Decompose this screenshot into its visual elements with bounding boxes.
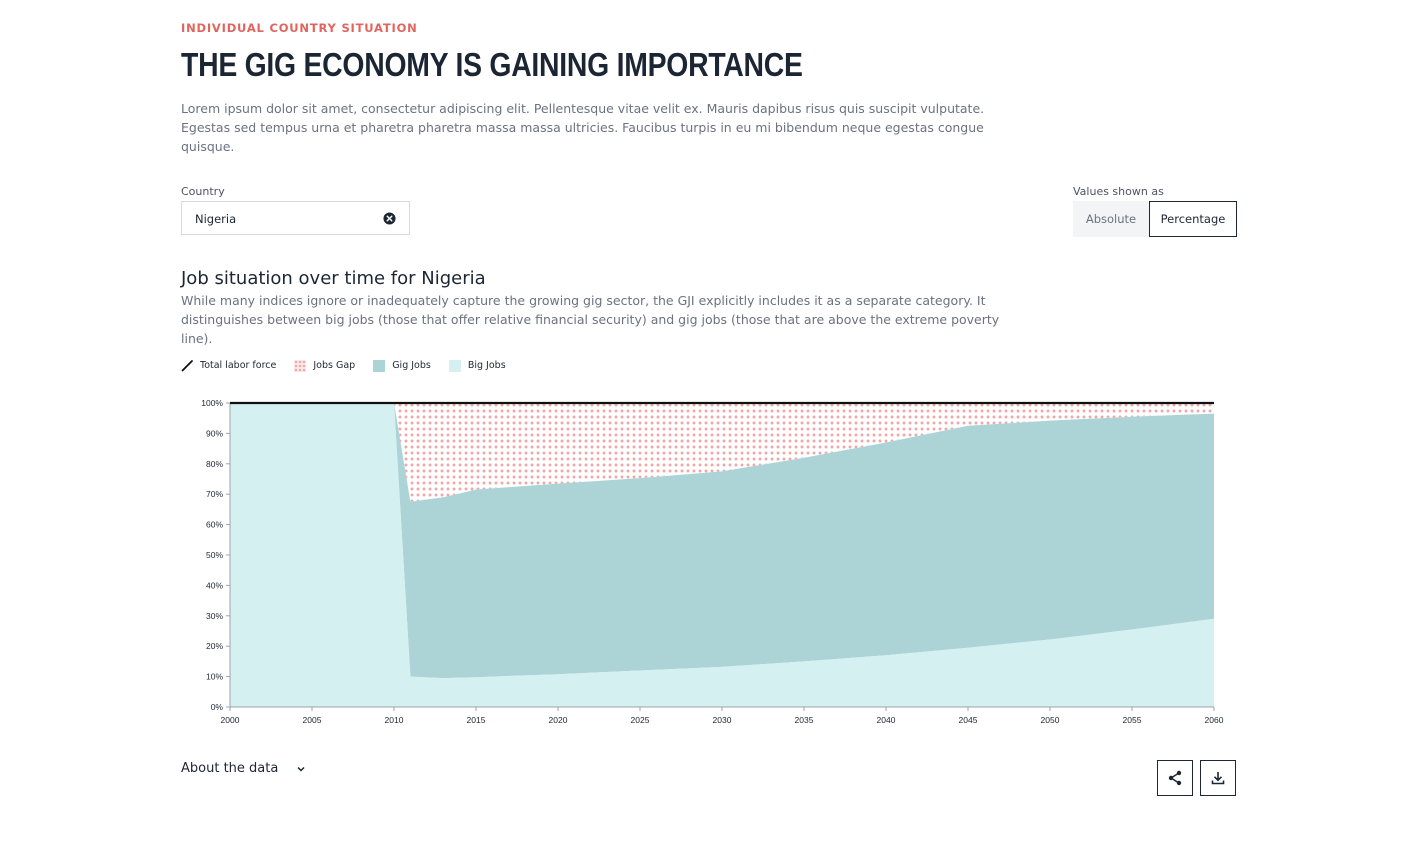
big-jobs-area bbox=[230, 403, 1214, 707]
legend-label-total: Total labor force bbox=[200, 360, 277, 371]
x-tick-label: 2055 bbox=[1123, 715, 1142, 725]
share-button[interactable] bbox=[1157, 760, 1193, 796]
about-data-toggle[interactable]: About the data bbox=[181, 761, 306, 776]
job-situation-chart: 0% 10% 20% 30% 40% 50% 60% 70% 80% 90% 100% 2000 200… bbox=[201, 398, 1224, 725]
gig-jobs-area bbox=[230, 403, 1214, 679]
share-icon bbox=[1168, 770, 1182, 786]
country-value: Nigeria bbox=[195, 212, 237, 226]
download-button[interactable] bbox=[1200, 760, 1236, 796]
y-tick-label: 20% bbox=[206, 641, 223, 651]
pencil-line-icon bbox=[181, 360, 193, 372]
legend: Total labor force Jobs Gap Gig Jobs Big … bbox=[181, 359, 524, 372]
y-tick-label: 50% bbox=[206, 550, 223, 560]
intro-text: Lorem ipsum dolor sit amet, consectetur … bbox=[181, 101, 985, 154]
y-tick-label: 60% bbox=[206, 520, 223, 530]
legend-item-big: Big Jobs bbox=[448, 359, 506, 372]
legend-item-gap: Jobs Gap bbox=[294, 359, 356, 372]
x-tick-label: 2010 bbox=[385, 715, 404, 725]
y-tick-label: 40% bbox=[206, 580, 223, 590]
eyebrow: INDIVIDUAL COUNTRY SITUATION bbox=[181, 21, 418, 35]
legend-swatch-gap bbox=[294, 359, 307, 372]
legend-item-gig: Gig Jobs bbox=[373, 359, 431, 372]
jobs-gap-area bbox=[230, 403, 1214, 502]
values-toggle: Absolute Percentage bbox=[1073, 201, 1237, 237]
x-tick-label: 2035 bbox=[795, 715, 814, 725]
clear-icon[interactable] bbox=[383, 212, 396, 225]
x-tick-label: 2050 bbox=[1041, 715, 1060, 725]
legend-label-gap: Jobs Gap bbox=[313, 360, 356, 371]
y-tick-label: 80% bbox=[206, 459, 223, 469]
legend-swatch-gig bbox=[373, 359, 386, 372]
y-tick-label: 10% bbox=[206, 672, 223, 682]
absolute-button[interactable]: Absolute bbox=[1073, 201, 1149, 237]
legend-label-big: Big Jobs bbox=[467, 360, 506, 371]
x-tick-label: 2025 bbox=[631, 715, 650, 725]
download-icon bbox=[1211, 772, 1225, 785]
x-tick-label: 2015 bbox=[467, 715, 486, 725]
x-tick-label: 2045 bbox=[959, 715, 978, 725]
percentage-button[interactable]: Percentage bbox=[1149, 201, 1237, 237]
country-label: Country bbox=[181, 185, 225, 198]
legend-swatch-big bbox=[448, 359, 461, 372]
chart-description: While many indices ignore or inadequatel… bbox=[181, 293, 1000, 346]
y-tick-label: 90% bbox=[206, 428, 223, 438]
x-tick-label: 2060 bbox=[1205, 715, 1224, 725]
chevron-down-icon bbox=[297, 766, 305, 772]
about-data-label: About the data bbox=[181, 761, 279, 776]
x-tick-label: 2030 bbox=[713, 715, 732, 725]
x-tick-label: 2040 bbox=[877, 715, 896, 725]
y-tick-label: 70% bbox=[206, 489, 223, 499]
x-tick-label: 2020 bbox=[549, 715, 568, 725]
y-tick-label: 30% bbox=[206, 611, 223, 621]
chart-title: Job situation over time for Nigeria bbox=[181, 268, 486, 289]
page-title: THE GIG ECONOMY IS GAINING IMPORTANCE bbox=[181, 46, 803, 83]
legend-item-total: Total labor force bbox=[181, 359, 276, 372]
y-tick-label: 0% bbox=[211, 702, 224, 712]
x-tick-label: 2000 bbox=[221, 715, 240, 725]
y-tick-label: 100% bbox=[201, 398, 223, 408]
x-tick-label: 2005 bbox=[303, 715, 322, 725]
country-select[interactable]: Nigeria bbox=[181, 201, 410, 235]
values-label: Values shown as bbox=[1073, 185, 1164, 198]
legend-label-gig: Gig Jobs bbox=[392, 360, 431, 371]
